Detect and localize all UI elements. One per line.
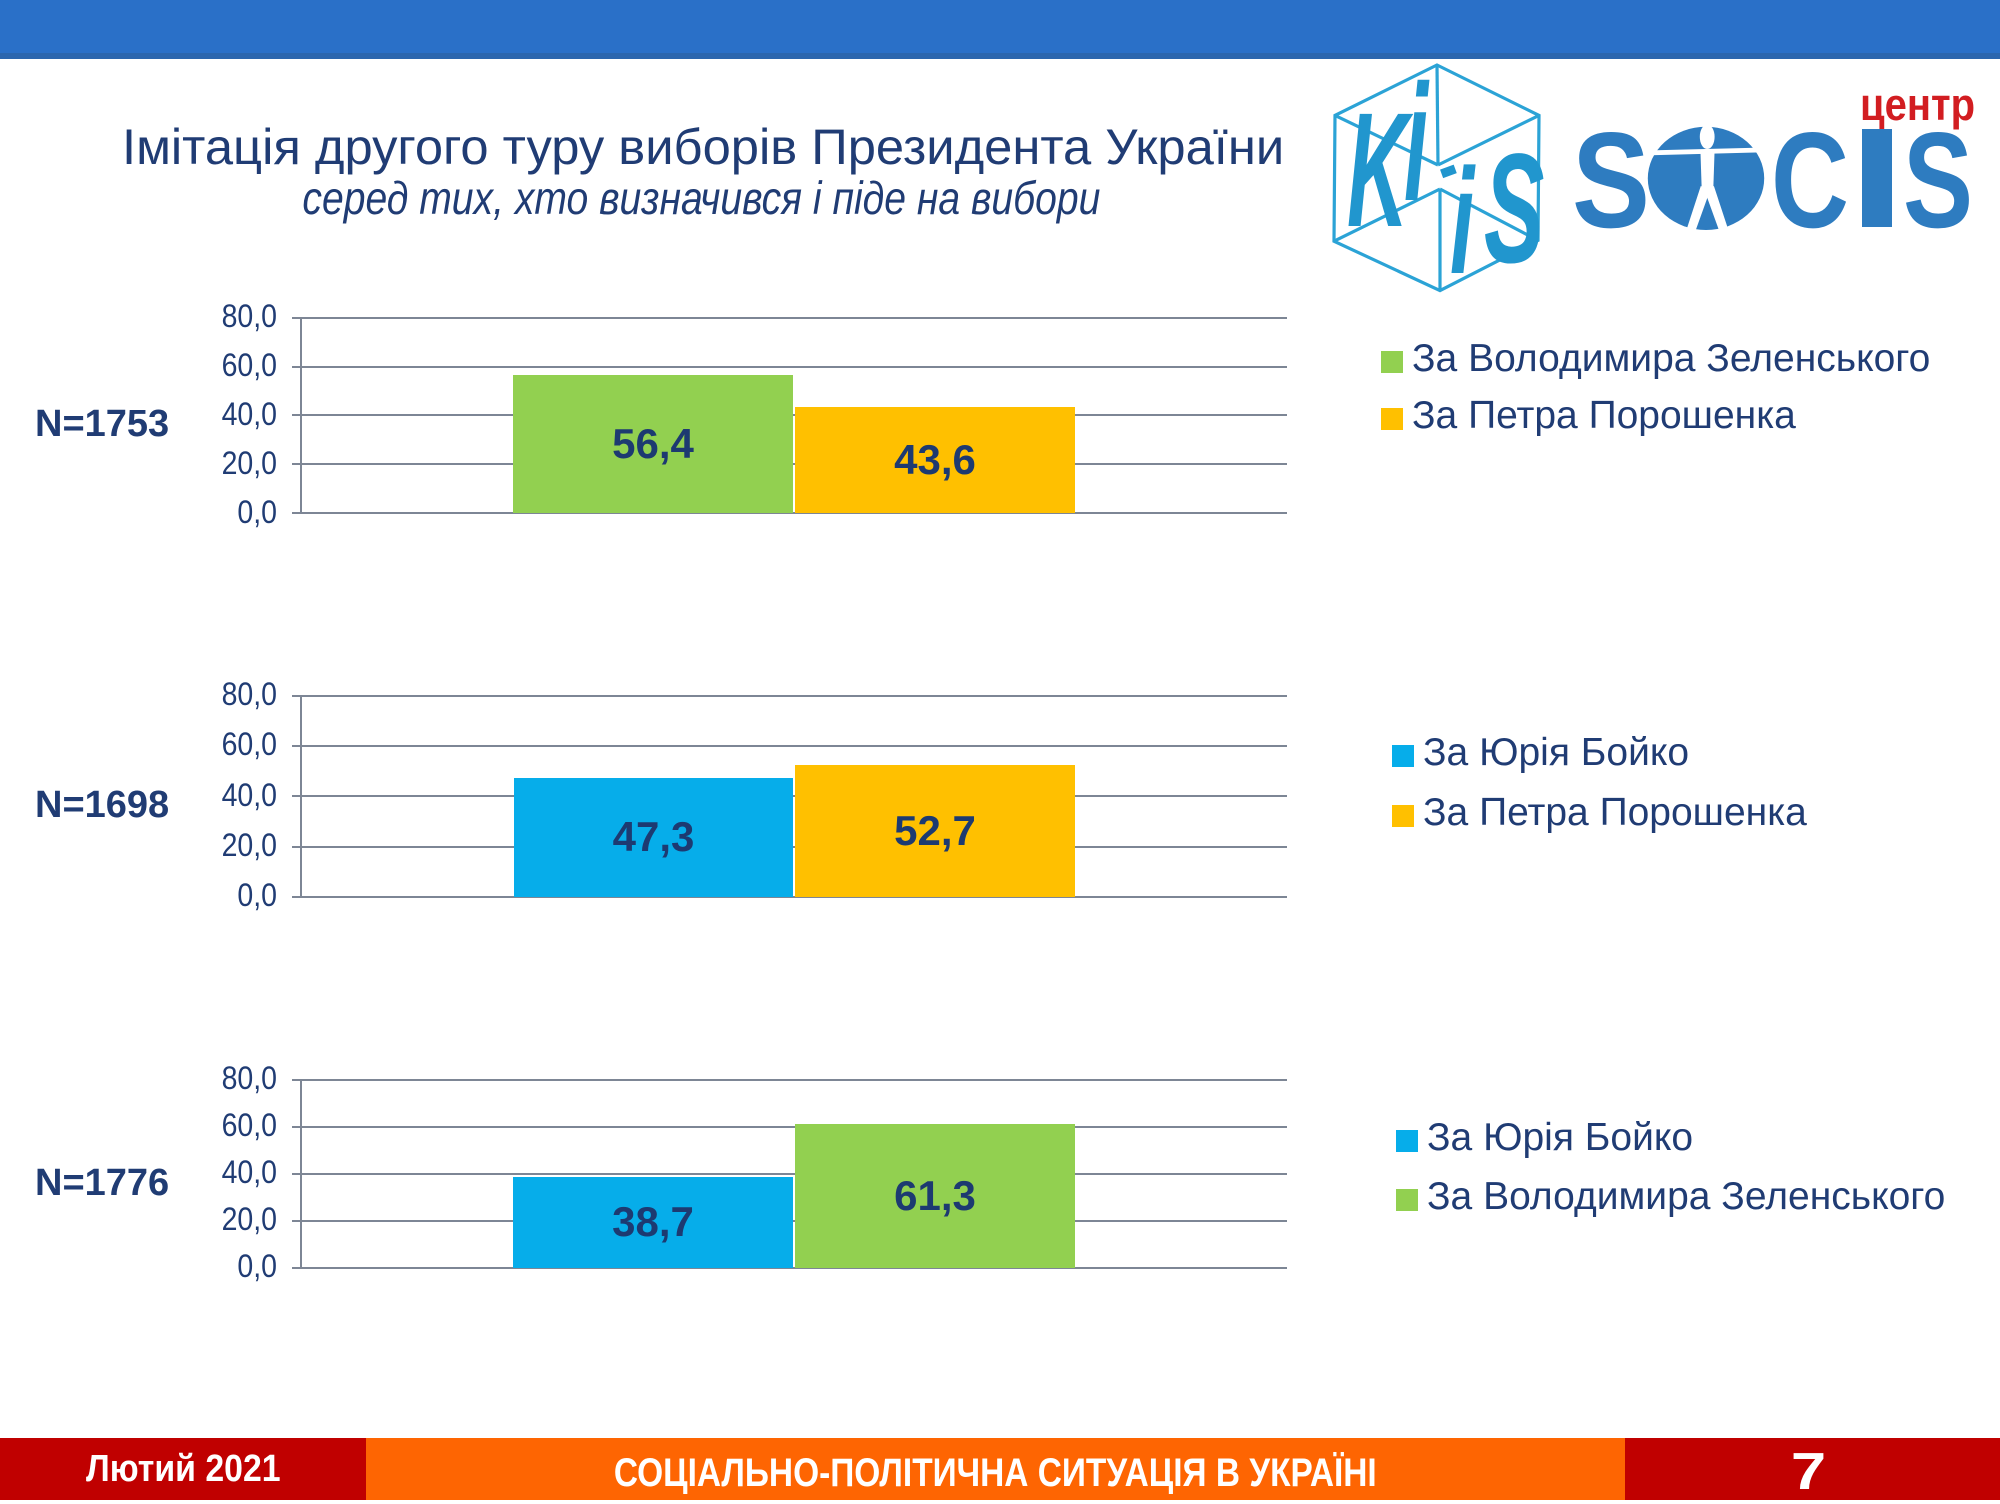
svg-text:i: i — [1450, 137, 1476, 305]
svg-text:K: K — [1347, 78, 1414, 261]
svg-text:S: S — [1903, 104, 1973, 256]
svg-text:центр: центр — [1860, 79, 1975, 130]
svg-text:S: S — [1484, 123, 1544, 297]
svg-text:C: C — [1771, 104, 1849, 256]
svg-text:S: S — [1572, 104, 1650, 256]
svg-text:i: i — [1404, 55, 1430, 236]
